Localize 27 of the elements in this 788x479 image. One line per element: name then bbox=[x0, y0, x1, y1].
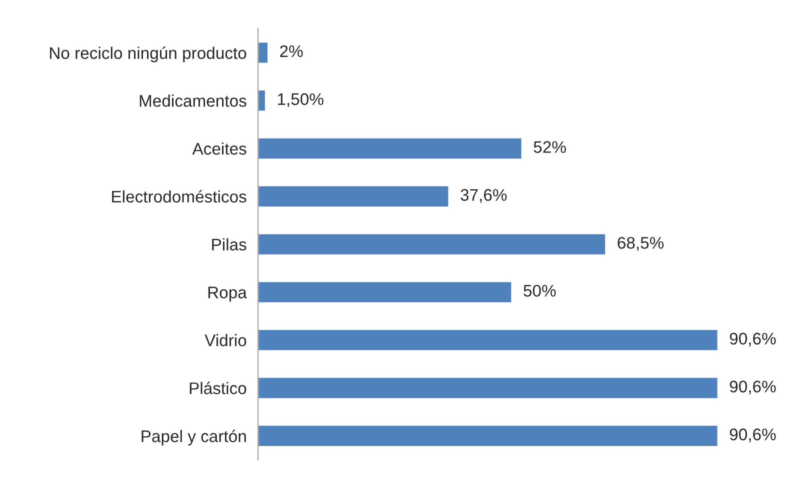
y-tick-label: No reciclo ningún producto bbox=[50, 46, 246, 62]
y-tick-label: Pilas bbox=[212, 238, 246, 250]
bar bbox=[258, 280, 513, 304]
data-label: 68,5% bbox=[618, 236, 664, 251]
bar bbox=[258, 232, 606, 256]
bar bbox=[258, 137, 523, 160]
bar bbox=[258, 184, 450, 208]
bar bbox=[258, 424, 719, 448]
data-label: 37,6% bbox=[460, 189, 507, 203]
data-label: 52% bbox=[534, 141, 566, 153]
y-tick-label: Aceites bbox=[192, 142, 246, 155]
bar bbox=[258, 41, 269, 64]
y-tick-label: Medicamentos bbox=[140, 94, 246, 107]
bar bbox=[258, 328, 719, 352]
data-label: 1,50% bbox=[278, 93, 324, 108]
data-label: 90,6% bbox=[730, 332, 776, 347]
y-tick-label: Vidrio bbox=[204, 334, 246, 346]
y-tick-label: Ropa bbox=[208, 286, 247, 302]
data-label: 90,6% bbox=[730, 380, 776, 394]
y-tick-label: Plástico bbox=[190, 382, 246, 394]
data-label: 50% bbox=[524, 284, 556, 297]
y-tick-label: Papel y cartón bbox=[142, 430, 246, 446]
bar bbox=[258, 89, 266, 112]
y-tick-label: Electrodomésticos bbox=[112, 190, 246, 203]
data-label: 2% bbox=[280, 45, 303, 58]
data-label: 90,6% bbox=[730, 428, 776, 442]
bar bbox=[258, 376, 719, 400]
